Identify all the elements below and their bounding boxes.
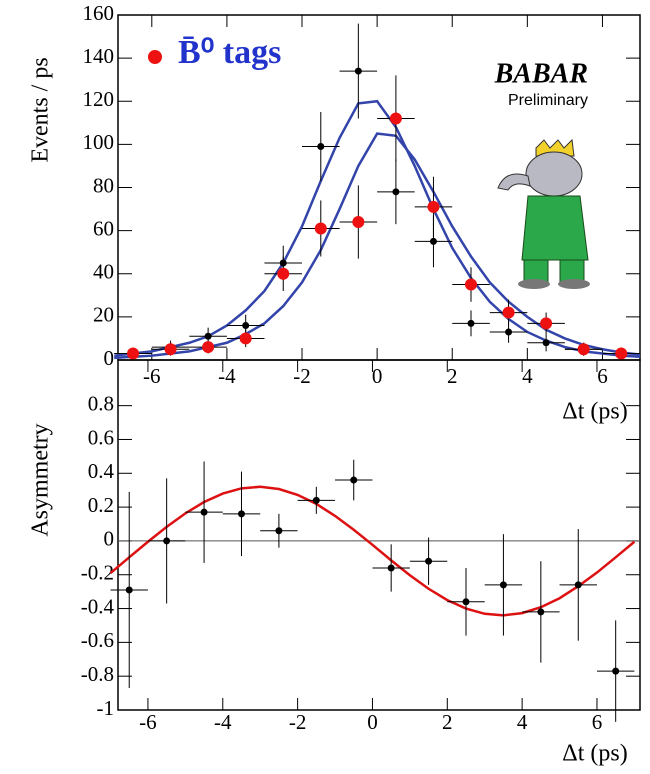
y-tick-label: 0.2 xyxy=(88,493,114,517)
data-point xyxy=(389,112,402,125)
data-point xyxy=(242,322,250,329)
data-point xyxy=(317,143,325,151)
data-point xyxy=(505,328,513,336)
x-tick-label: 6 xyxy=(592,710,603,734)
y-tick-label: -0.4 xyxy=(81,594,115,618)
y-tick-label: 160 xyxy=(83,1,115,25)
y-tick-label: -0.8 xyxy=(81,662,114,686)
y-tick-label: 0.8 xyxy=(88,391,114,415)
annotation: Preliminary xyxy=(508,92,588,109)
x-tick-label: 6 xyxy=(597,364,608,388)
data-point xyxy=(204,332,212,340)
data-point xyxy=(237,510,245,518)
fit-curve xyxy=(109,485,636,617)
data-point xyxy=(163,537,171,545)
y-tick-label: -0.6 xyxy=(81,628,114,652)
legend-marker xyxy=(148,50,162,64)
data-point xyxy=(499,581,507,589)
y-tick-label: 0.4 xyxy=(88,459,115,483)
x-tick-label: -4 xyxy=(218,364,236,388)
x-tick-label: -4 xyxy=(214,710,232,734)
data-point xyxy=(314,222,327,235)
data-point xyxy=(164,343,177,356)
data-point xyxy=(277,267,290,280)
data-point xyxy=(465,278,478,291)
y-tick-label: 80 xyxy=(93,173,114,197)
data-point xyxy=(312,496,320,504)
data-point xyxy=(387,564,395,572)
x-tick-label: 0 xyxy=(367,710,378,734)
legend-label: B̄⁰ tags xyxy=(178,34,281,71)
x-axis-title: Δt (ps) xyxy=(562,399,627,425)
y-tick-label: 20 xyxy=(93,303,114,327)
data-point xyxy=(542,339,550,347)
y-tick-label: 40 xyxy=(93,260,114,284)
x-tick-label: -6 xyxy=(139,710,157,734)
data-point xyxy=(425,557,433,565)
data-point xyxy=(127,347,140,360)
data-point xyxy=(392,188,400,196)
y-axis-title: Asymmetry xyxy=(28,423,54,536)
y-tick-label: -0.2 xyxy=(81,561,114,585)
y-tick-label: 120 xyxy=(83,87,115,111)
x-tick-label: 4 xyxy=(522,364,533,388)
data-point xyxy=(275,527,283,535)
y-tick-label: 60 xyxy=(93,216,114,240)
data-point xyxy=(467,319,475,327)
mascot xyxy=(497,138,590,289)
data-point xyxy=(239,332,252,345)
data-point xyxy=(537,608,545,616)
data-point xyxy=(427,200,440,213)
y-tick-label: 100 xyxy=(83,130,115,154)
data-point xyxy=(574,581,582,589)
y-tick-label: 0 xyxy=(104,346,115,370)
y-tick-label: 0 xyxy=(104,527,115,551)
x-tick-label: 0 xyxy=(372,364,383,388)
y-tick-label: 0.6 xyxy=(88,425,114,449)
y-tick-label: 140 xyxy=(83,44,115,68)
x-tick-label: -2 xyxy=(293,364,311,388)
data-point xyxy=(577,343,590,356)
x-axis-title: Δt (ps) xyxy=(562,741,627,767)
y-axis-title: Events / ps xyxy=(28,57,54,162)
data-point xyxy=(502,306,515,319)
annotation: BABAR xyxy=(494,58,588,89)
data-point xyxy=(352,216,365,228)
plot-frame xyxy=(117,359,641,711)
data-point xyxy=(612,667,620,675)
data-point xyxy=(540,317,553,330)
data-point xyxy=(615,347,628,360)
x-tick-label: 2 xyxy=(442,710,453,734)
fit-curve xyxy=(114,132,641,360)
data-point xyxy=(462,598,470,606)
data-point xyxy=(202,341,215,354)
data-point xyxy=(200,508,208,516)
data-point xyxy=(125,586,133,594)
x-tick-label: -6 xyxy=(143,364,161,388)
y-tick-label: -1 xyxy=(97,696,115,720)
data-point xyxy=(350,476,358,484)
x-tick-label: 2 xyxy=(447,364,458,388)
data-point xyxy=(354,67,362,75)
data-point xyxy=(429,237,437,245)
x-tick-label: -2 xyxy=(289,710,307,734)
x-tick-label: 4 xyxy=(517,710,528,734)
